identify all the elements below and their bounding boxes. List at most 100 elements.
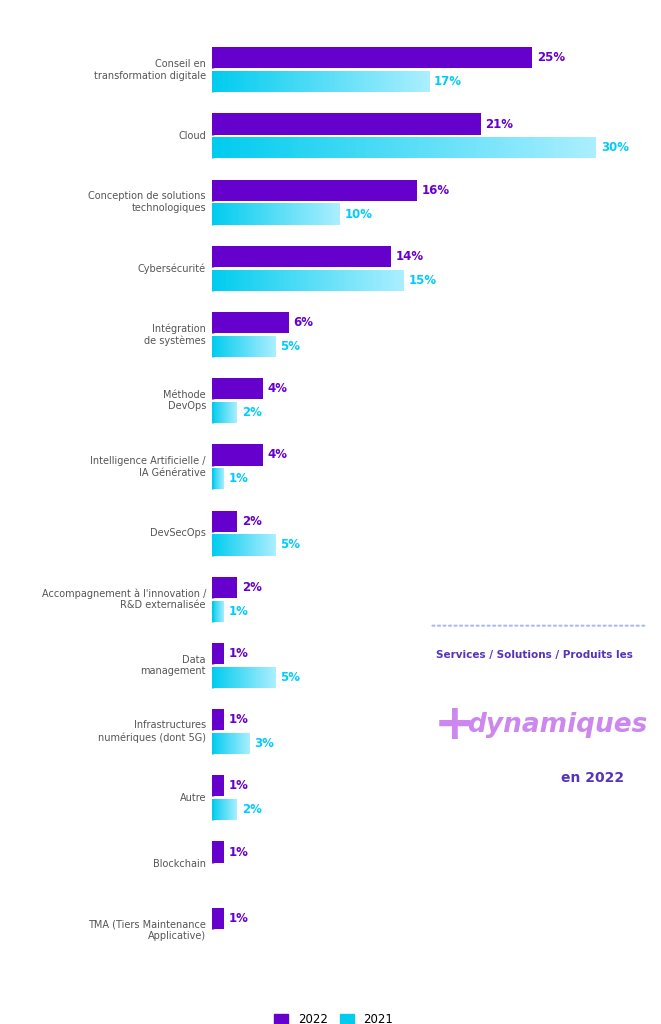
Bar <box>313 269 315 291</box>
Bar <box>255 204 256 224</box>
Bar <box>361 137 366 159</box>
Bar <box>252 336 253 357</box>
Bar <box>233 336 234 357</box>
Bar <box>427 71 430 92</box>
Bar <box>329 71 331 92</box>
Bar <box>284 204 286 224</box>
Bar <box>295 269 298 291</box>
Bar <box>213 336 214 357</box>
Bar <box>268 667 269 688</box>
Bar <box>256 204 258 224</box>
Bar <box>266 535 267 556</box>
Bar <box>265 667 266 688</box>
Text: 17%: 17% <box>434 75 462 88</box>
Bar <box>266 667 267 688</box>
Bar <box>253 336 254 357</box>
Bar <box>243 269 245 291</box>
Bar <box>269 137 274 159</box>
Text: 16%: 16% <box>421 183 449 197</box>
Bar <box>405 71 408 92</box>
Bar <box>231 535 233 556</box>
Bar <box>329 204 330 224</box>
Bar <box>308 269 310 291</box>
Bar <box>282 204 284 224</box>
Bar <box>250 269 253 291</box>
Bar <box>387 269 389 291</box>
Bar <box>246 667 247 688</box>
Bar <box>239 336 241 357</box>
Bar <box>245 204 247 224</box>
Bar <box>301 204 303 224</box>
Bar <box>264 204 266 224</box>
Text: 1%: 1% <box>229 779 249 793</box>
Bar <box>228 535 229 556</box>
Bar <box>228 71 231 92</box>
Bar <box>239 667 241 688</box>
Bar <box>325 204 327 224</box>
Bar <box>287 204 288 224</box>
Bar <box>262 336 263 357</box>
Bar <box>266 336 267 357</box>
Bar <box>256 667 257 688</box>
Bar <box>259 667 260 688</box>
Bar <box>267 336 268 357</box>
Bar <box>520 137 524 159</box>
Text: 10%: 10% <box>344 208 372 220</box>
Bar <box>223 336 224 357</box>
Bar <box>238 667 239 688</box>
Bar <box>462 137 467 159</box>
Bar <box>250 137 255 159</box>
Bar <box>228 667 229 688</box>
Bar <box>255 269 257 291</box>
Bar <box>356 269 358 291</box>
Bar <box>323 71 326 92</box>
Bar <box>212 269 214 291</box>
Bar <box>375 269 377 291</box>
Bar <box>264 667 265 688</box>
Bar <box>234 336 235 357</box>
Bar <box>269 667 270 688</box>
Bar <box>424 71 427 92</box>
Bar <box>219 336 220 357</box>
Bar <box>329 269 332 291</box>
Bar <box>219 535 220 556</box>
Bar <box>419 71 422 92</box>
Text: 5%: 5% <box>280 539 300 552</box>
Bar <box>261 535 262 556</box>
Bar <box>235 535 237 556</box>
Bar <box>257 269 260 291</box>
Bar <box>271 667 272 688</box>
Bar <box>247 71 250 92</box>
Bar <box>214 336 215 357</box>
Text: 1%: 1% <box>229 911 249 925</box>
Bar <box>212 775 224 797</box>
Text: 1%: 1% <box>229 713 249 726</box>
Bar <box>515 137 520 159</box>
Bar <box>252 535 253 556</box>
Bar <box>271 336 272 357</box>
Bar <box>380 137 385 159</box>
Bar <box>266 204 268 224</box>
Bar <box>313 71 315 92</box>
Bar <box>235 204 237 224</box>
Bar <box>543 137 549 159</box>
Bar <box>284 137 288 159</box>
Bar <box>389 137 395 159</box>
Bar <box>269 204 271 224</box>
Bar <box>348 71 350 92</box>
Bar <box>217 71 219 92</box>
Bar <box>226 667 227 688</box>
Bar <box>221 667 222 688</box>
Bar <box>270 667 271 688</box>
Bar <box>367 71 369 92</box>
Bar <box>309 204 311 224</box>
Bar <box>397 71 400 92</box>
Bar <box>354 269 356 291</box>
Bar <box>314 204 316 224</box>
Bar <box>223 269 226 291</box>
Bar <box>268 336 269 357</box>
Bar <box>241 137 245 159</box>
Bar <box>229 336 230 357</box>
Bar <box>274 336 275 357</box>
Bar <box>216 269 219 291</box>
